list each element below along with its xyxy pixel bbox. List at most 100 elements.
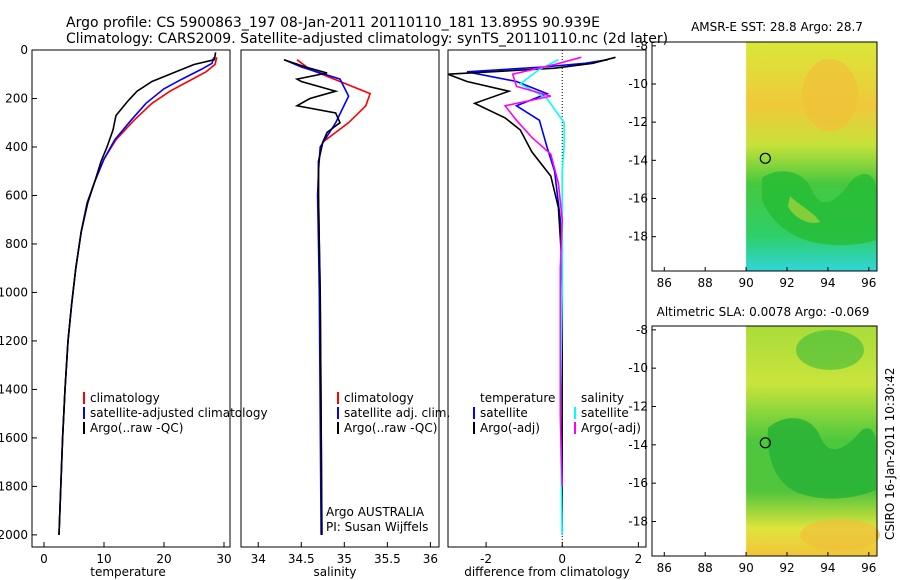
sla-upper-green — [796, 330, 864, 370]
x-tick-label: 0 — [558, 552, 566, 566]
series-climatology — [296, 59, 372, 535]
difference-panel: -2 0 2 difference from climatology tempera… — [447, 49, 647, 579]
map-y-tick-label: -16 — [628, 476, 648, 490]
sst-map-ticks: 86 88 90 92 94 96 -8 -10 -12 -14 -16 -18 — [628, 39, 876, 290]
annotation-argo-australia: Argo AUSTRALIA — [326, 505, 425, 519]
temperature-xlabel: temperature — [90, 565, 165, 579]
map-x-tick-label: 90 — [738, 561, 753, 575]
temperature-legend: climatology satellite-adjusted climatolo… — [83, 391, 268, 435]
y-tick-label: 2000 — [0, 528, 28, 542]
map-x-tick-label: 86 — [657, 561, 672, 575]
map-x-tick-label: 92 — [779, 561, 794, 575]
side-timestamp: CSIRO 16-Jan-2011 10:30:42 — [883, 368, 897, 540]
map-y-tick-label: -16 — [628, 191, 648, 205]
y-tick-label: 0 — [20, 43, 28, 57]
series-argo-raw-qc — [283, 58, 341, 535]
legend-sat-adjusted: satellite-adjusted climatology — [90, 406, 268, 420]
salinity-series — [283, 58, 372, 535]
sla-argo-position-marker — [759, 437, 771, 449]
difference-series — [447, 56, 616, 535]
temperature-axes-frame — [31, 49, 231, 548]
map-y-tick-label: -18 — [628, 515, 648, 529]
series-temperature-satellite — [466, 58, 609, 535]
map-x-tick-label: 88 — [698, 561, 713, 575]
x-tick-label: 35.5 — [374, 552, 401, 566]
y-tick-label: 1600 — [0, 431, 28, 445]
salinity-panel: 34 34.5 35 35.5 36 salinity climatology sate… — [240, 49, 450, 579]
legend-sat-adj: satellite adj. clim. — [344, 406, 450, 420]
x-tick-label: 2 — [635, 552, 643, 566]
sla-field — [746, 326, 880, 556]
salinity-xlabel: salinity — [313, 565, 356, 579]
series-salinity-satellite — [518, 58, 565, 535]
x-tick-label: 34 — [251, 552, 266, 566]
x-tick-label: 30 — [216, 552, 231, 566]
map-x-tick-label: 88 — [698, 276, 713, 290]
x-tick-label: -2 — [480, 552, 492, 566]
temperature-series — [58, 52, 218, 535]
legend-climatology: climatology — [90, 391, 160, 405]
map-y-tick-label: -14 — [628, 153, 648, 167]
sst-cool-patch — [762, 171, 876, 246]
annotation-pi: PI: Susan Wijffels — [326, 520, 428, 534]
salinity-axes-frame — [240, 49, 440, 548]
legend-temp-argo: Argo(-adj) — [480, 421, 540, 435]
series-argo-raw-qc — [58, 52, 217, 535]
x-tick-label: 0 — [40, 552, 48, 566]
map-x-tick-label: 94 — [820, 276, 835, 290]
y-tick-label: 1400 — [0, 382, 28, 396]
sst-field — [746, 42, 877, 271]
map-y-tick-label: -18 — [628, 230, 648, 244]
x-tick-label: 35 — [337, 552, 352, 566]
legend-climatology: climatology — [344, 391, 414, 405]
map-y-tick-label: -14 — [628, 438, 648, 452]
y-tick-label: 200 — [5, 91, 28, 105]
legend-salinity-header: salinity — [581, 391, 624, 405]
sst-map-frame — [651, 41, 878, 272]
x-tick-label: 34.5 — [288, 552, 315, 566]
map-y-tick-label: -10 — [628, 361, 648, 375]
legend-argo: Argo(..raw -QC) — [344, 421, 437, 435]
map-y-tick-label: -10 — [628, 77, 648, 91]
y-tick-label: 1800 — [0, 479, 28, 493]
salinity-legend: climatology satellite adj. clim. Argo(..… — [337, 391, 450, 435]
sla-high-patch — [800, 519, 880, 551]
map-x-tick-label: 94 — [820, 561, 835, 575]
sst-map-panel: AMSR-E SST: 28.8 Argo: 28.7 86 88 90 92 94 96… — [628, 20, 878, 290]
legend-temp-satellite: satellite — [480, 406, 528, 420]
salinity-ticks: 34 34.5 35 35.5 36 — [251, 542, 438, 566]
x-tick-label: 10 — [96, 552, 111, 566]
map-y-tick-label: -12 — [628, 400, 648, 414]
map-y-tick-label: -12 — [628, 115, 648, 129]
header-line-2: Climatology: CARS2009. Satellite-adjuste… — [66, 31, 668, 47]
map-x-tick-label: 90 — [738, 276, 753, 290]
y-tick-label: 600 — [5, 188, 28, 202]
sla-low-patch — [767, 418, 876, 499]
sst-eddy — [788, 196, 820, 223]
sst-argo-position-marker — [759, 152, 771, 164]
y-tick-label: 1000 — [0, 285, 28, 299]
x-tick-label: 20 — [156, 552, 171, 566]
series-climatology — [58, 57, 218, 535]
legend-argo: Argo(..raw -QC) — [90, 421, 183, 435]
temperature-ticks: 0 10 20 30 0 200 400 600 800 1000 1200 1400 1600 1800… — [0, 43, 232, 566]
sla-map-panel: Altimetric SLA: 0.0078 Argo: -0.069 86 88… — [628, 305, 880, 575]
series-satellite-adjusted-climatology — [58, 57, 215, 535]
difference-xlabel: difference from climatology — [464, 565, 630, 579]
map-y-tick-label: -8 — [636, 39, 648, 53]
temperature-panel: 0 10 20 30 0 200 400 600 800 1000 1200 1400 1600 1800… — [0, 43, 268, 579]
sst-warm-patch — [802, 59, 858, 131]
legend-temperature-header: temperature — [480, 391, 555, 405]
legend-sal-argo: Argo(-adj) — [581, 421, 641, 435]
sla-map-title: Altimetric SLA: 0.0078 Argo: -0.069 — [657, 305, 870, 319]
y-tick-label: 800 — [5, 237, 28, 251]
y-tick-label: 400 — [5, 140, 28, 154]
x-tick-label: 36 — [423, 552, 438, 566]
sst-map-title: AMSR-E SST: 28.8 Argo: 28.7 — [691, 20, 863, 34]
map-x-tick-label: 96 — [861, 561, 876, 575]
difference-ticks: -2 0 2 — [480, 542, 642, 566]
difference-legend: temperature satellite Argo(-adj) salinit… — [473, 391, 641, 435]
series-salinity-argo-adj — [503, 56, 582, 487]
map-x-tick-label: 92 — [779, 276, 794, 290]
